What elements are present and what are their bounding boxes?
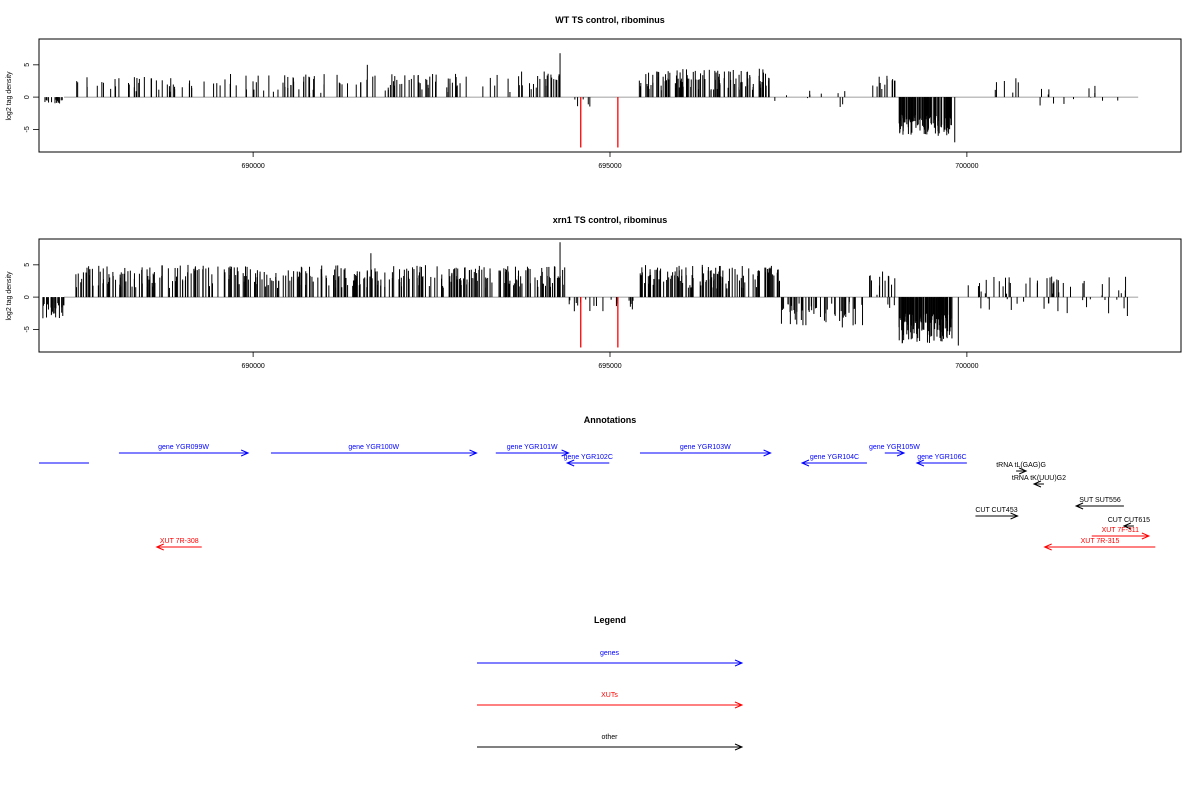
- legend-title: Legend: [594, 615, 626, 625]
- legend-item-xuts: XUTs: [477, 692, 744, 709]
- annotation-feature: XUT 7F-311: [1091, 527, 1151, 540]
- annotation-feature: gene YGR105W: [869, 444, 920, 457]
- legend-label: other: [602, 734, 619, 741]
- annotation-feature: gene YGR106C: [915, 454, 967, 467]
- annotation-label: CUT CUT453: [975, 507, 1017, 514]
- legend-arrow-head: [734, 659, 744, 667]
- annotation-label: tRNA tK(UUU)G2: [1012, 475, 1066, 482]
- annotation-arrow-head: [469, 449, 478, 457]
- annotations-title: Annotations: [584, 415, 637, 425]
- annotation-arrow-head: [1141, 532, 1151, 540]
- annotation-label: gene YGR106C: [917, 454, 966, 461]
- annotation-arrow-head: [1010, 512, 1019, 520]
- annotation-feature: gene YGR101W: [495, 444, 570, 457]
- legend-label: genes: [600, 650, 620, 657]
- legend-item-genes: genes: [477, 650, 744, 667]
- annotation-arrow-head: [565, 459, 575, 467]
- annotation-feature: gene YGR099W: [118, 444, 250, 457]
- annotation-arrow-head: [896, 449, 906, 457]
- annotations-track: Annotations gene YGR099W gene YGR100W gene…: [39, 415, 1156, 551]
- legend-arrow-head: [734, 743, 744, 751]
- wt-plot-frame: [38, 38, 1182, 153]
- xrn1-y-axis: -5 0 5: [24, 263, 39, 333]
- annotation-feature: gene YGR102C: [564, 454, 613, 467]
- wt-panel-title: WT TS control, ribominus: [555, 15, 665, 25]
- annotation-label: SUT SUT556: [1079, 497, 1121, 504]
- annotation-feature: tRNA tK(UUU)G2: [1012, 475, 1066, 488]
- wt-y-axis-label: log2 tag density: [6, 71, 13, 121]
- annotation-label: gene YGR103W: [680, 444, 731, 451]
- annotation-label: gene YGR100W: [348, 444, 399, 451]
- x-tick-label: 690000: [241, 363, 264, 370]
- y-tick-label: 5: [24, 263, 31, 267]
- xrn1-coverage-bars: [42, 242, 1139, 348]
- legend-label: XUTs: [601, 692, 618, 699]
- annotation-arrow-head: [763, 449, 772, 457]
- annotation-label: gene YGR099W: [158, 444, 209, 451]
- y-tick-label: 5: [24, 63, 31, 67]
- annotation-arrow-head: [1074, 502, 1084, 510]
- wt-x-axis: 690000 695000 700000: [241, 152, 979, 170]
- xrn1-x-axis: 690000 695000 700000: [241, 352, 979, 370]
- annotation-label: XUT 7R-315: [1081, 538, 1120, 545]
- annotation-arrow-head: [1122, 522, 1132, 530]
- y-tick-label: -5: [24, 326, 31, 332]
- annotation-arrow-head: [155, 543, 164, 551]
- annotation-arrow-head: [800, 459, 810, 467]
- annotation-label: XUT 7R-308: [160, 538, 199, 545]
- xrn1-coverage-panel: xrn1 TS control, ribominus log2 tag dens…: [6, 215, 1182, 370]
- y-tick-label: -5: [24, 126, 31, 132]
- annotation-feature: XUT 7R-315: [1043, 538, 1156, 551]
- legend-items: genes XUTs other: [477, 650, 744, 751]
- annotation-feature: CUT CUT453: [975, 507, 1019, 520]
- y-tick-label: 0: [24, 295, 31, 299]
- x-tick-label: 700000: [955, 363, 978, 370]
- annotation-feature: tRNA tL(GAG)G: [996, 462, 1046, 475]
- x-tick-label: 695000: [598, 363, 621, 370]
- annotation-feature: gene YGR104C: [800, 454, 867, 467]
- x-tick-label: 690000: [241, 163, 264, 170]
- annotation-label: gene YGR102C: [564, 454, 613, 461]
- legend-item-other: other: [477, 734, 744, 751]
- annotation-feature: gene YGR103W: [639, 444, 772, 457]
- annotation-arrow-head: [1043, 543, 1052, 551]
- annotation-label: gene YGR104C: [810, 454, 859, 461]
- annotation-feature: CUT CUT615: [1108, 517, 1150, 530]
- xrn1-panel-title: xrn1 TS control, ribominus: [553, 215, 668, 225]
- annotation-features: gene YGR099W gene YGR100W gene YGR101W gene…: [39, 444, 1156, 551]
- annotation-feature: SUT SUT556: [1074, 497, 1124, 510]
- annotation-arrow-head: [1032, 480, 1042, 488]
- annotation-label: gene YGR101W: [507, 444, 558, 451]
- annotation-arrow-head: [561, 449, 570, 457]
- annotation-label: CUT CUT615: [1108, 517, 1150, 524]
- annotation-arrow-head: [240, 449, 250, 457]
- wt-y-axis: -5 0 5: [24, 63, 39, 133]
- xrn1-y-axis-label: log2 tag density: [6, 271, 13, 321]
- x-tick-label: 700000: [955, 163, 978, 170]
- annotation-label: gene YGR105W: [869, 444, 920, 451]
- legend: Legend genes XUTs other: [477, 615, 744, 751]
- y-tick-label: 0: [24, 95, 31, 99]
- annotation-label: XUT 7F-311: [1102, 527, 1140, 534]
- x-tick-label: 695000: [598, 163, 621, 170]
- wt-coverage-bars: [44, 53, 1139, 148]
- annotation-feature: gene YGR100W: [270, 444, 478, 457]
- legend-arrow-head: [734, 701, 744, 709]
- wt-coverage-panel: WT TS control, ribominus log2 tag densit…: [6, 15, 1182, 170]
- annotation-label: tRNA tL(GAG)G: [996, 462, 1046, 469]
- annotation-arrow-head: [915, 459, 925, 467]
- annotation-feature: XUT 7R-308: [155, 538, 202, 551]
- xrn1-plot-frame: [38, 238, 1182, 353]
- annotation-arrow-head: [1018, 467, 1028, 475]
